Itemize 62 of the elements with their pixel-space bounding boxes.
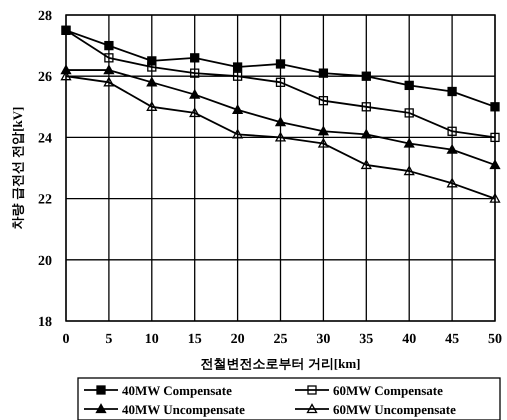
point [275, 132, 286, 142]
point [104, 40, 114, 50]
x-tick-label: 35 [359, 332, 374, 347]
point [362, 72, 371, 81]
y-tick-label: 22 [38, 192, 52, 208]
y-axis-title: 차량 급전선 전압[kV] [10, 106, 25, 230]
legend-label: 40MW Compensate [122, 383, 232, 398]
point [190, 108, 200, 118]
x-tick-label: 30 [316, 332, 330, 347]
point [104, 77, 114, 86]
x-tick-label: 50 [488, 332, 502, 347]
point [362, 102, 371, 112]
point [104, 53, 114, 62]
point [318, 138, 329, 148]
point [190, 89, 200, 99]
point [104, 64, 114, 74]
point [446, 144, 458, 154]
x-tick-label: 40 [402, 332, 416, 347]
point [275, 116, 286, 126]
y-tick-label: 28 [38, 9, 52, 24]
x-tick-label: 0 [62, 332, 70, 347]
y-tick-label: 20 [38, 254, 52, 269]
x-tick-label: 25 [274, 332, 288, 347]
point [447, 86, 457, 96]
y-tick-label: 24 [38, 131, 52, 146]
x-axis-title: 전철변전소로부터 거리[km] [200, 356, 360, 371]
point [446, 178, 458, 188]
point [146, 102, 157, 111]
y-tick-label: 26 [38, 70, 52, 86]
y-tick-label: 18 [38, 315, 52, 330]
point [404, 80, 414, 90]
legend-label: 60MW Compensate [333, 383, 444, 398]
point [276, 59, 286, 69]
point [147, 62, 156, 72]
point [361, 129, 372, 138]
point [318, 68, 328, 78]
point [232, 129, 243, 138]
point [190, 68, 200, 78]
x-tick-label: 10 [144, 332, 159, 347]
x-tick-label: 5 [105, 332, 112, 347]
point [276, 78, 286, 87]
point [404, 108, 414, 118]
point [490, 193, 500, 203]
point [190, 53, 200, 62]
x-tick-label: 20 [230, 332, 245, 347]
point [404, 138, 414, 148]
point [232, 104, 243, 114]
point [318, 96, 328, 106]
point [318, 126, 329, 136]
point [361, 160, 372, 170]
legend-label: 60MW Uncompensate [333, 402, 456, 417]
point [404, 166, 414, 176]
point [490, 102, 500, 112]
point [490, 160, 500, 170]
point [232, 72, 242, 81]
x-tick-label: 15 [188, 332, 202, 347]
point [146, 77, 157, 86]
point [447, 126, 457, 136]
point [232, 62, 242, 72]
legend-label: 40MW Uncompensate [122, 402, 246, 417]
point [490, 132, 500, 142]
x-tick-label: 45 [445, 332, 460, 347]
